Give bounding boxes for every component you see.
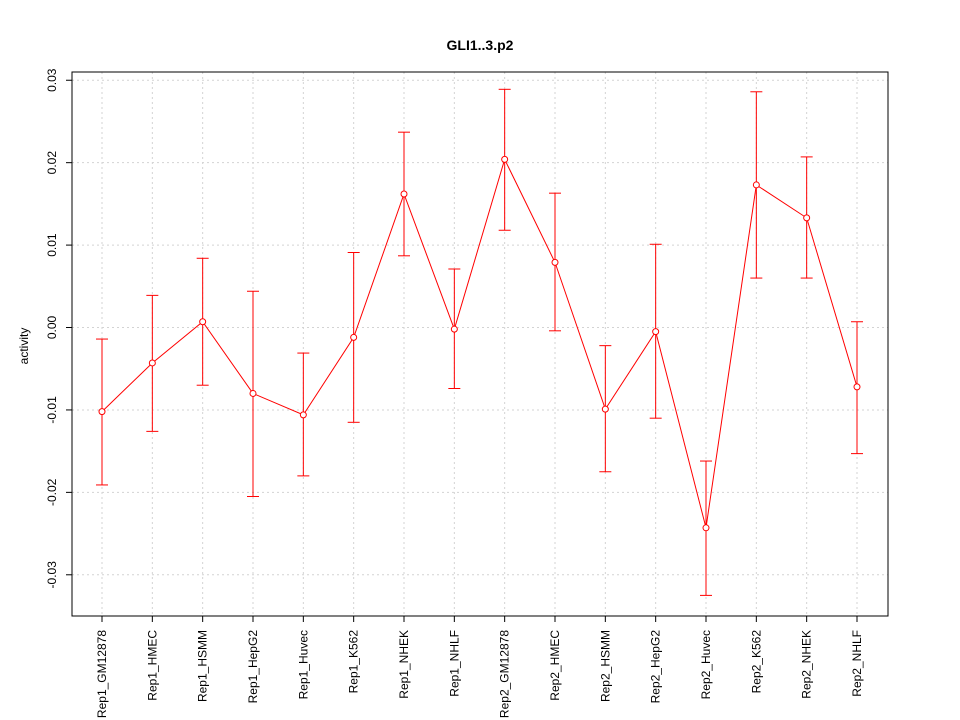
data-point xyxy=(601,405,609,413)
data-point xyxy=(148,359,156,367)
chart-title: GLI1..3.p2 xyxy=(447,37,514,53)
data-point xyxy=(652,328,660,336)
plot-area xyxy=(96,88,863,596)
y-tick-label: 0.03 xyxy=(45,68,59,92)
x-tick-label: Rep2_K562 xyxy=(749,630,763,694)
x-tick-label: Rep2_GM12878 xyxy=(498,630,512,718)
y-tick-label: 0.00 xyxy=(45,316,59,340)
x-tick-label: Rep2_NHLF xyxy=(850,630,864,697)
y-tick-label: 0.01 xyxy=(45,233,59,257)
y-axis-label: activity xyxy=(17,328,31,365)
x-tick-label: Rep1_NHLF xyxy=(447,630,461,697)
plot-frame xyxy=(71,71,889,617)
x-tick-label: Rep1_Huvec xyxy=(296,630,310,699)
data-point xyxy=(400,190,408,198)
x-tick-label: Rep1_NHEK xyxy=(397,630,411,699)
data-point xyxy=(803,214,811,222)
data-point xyxy=(450,325,458,333)
data-point xyxy=(853,383,861,391)
data-point xyxy=(702,524,710,532)
x-tick-label: Rep2_HSMM xyxy=(598,630,612,702)
y-tick-label: 0.02 xyxy=(45,151,59,175)
x-tick-label: Rep2_HepG2 xyxy=(649,630,663,704)
data-point xyxy=(752,181,760,189)
x-tick-label: Rep1_HMEC xyxy=(145,630,159,701)
y-tick-label: -0.03 xyxy=(45,561,59,589)
data-point xyxy=(551,258,559,266)
data-point xyxy=(299,411,307,419)
data-point xyxy=(350,333,358,341)
x-tick-label: Rep1_K562 xyxy=(347,630,361,694)
data-point xyxy=(249,389,257,397)
y-tick-label: -0.02 xyxy=(45,478,59,506)
x-tick-label: Rep2_HMEC xyxy=(548,630,562,701)
x-tick-label: Rep2_NHEK xyxy=(800,630,814,699)
y-axis: -0.03 -0.02 -0.01 0.00 0.01 0.02 0.03 xyxy=(45,68,72,588)
x-axis: Rep1_GM12878 Rep1_HMEC Rep1_HSMM Rep1_HepG2… xyxy=(95,616,864,718)
x-tick-label: Rep1_HSMM xyxy=(196,630,210,702)
data-point xyxy=(501,155,509,163)
data-point xyxy=(98,408,106,416)
x-tick-label: Rep1_GM12878 xyxy=(95,630,109,718)
data-point xyxy=(199,318,207,326)
series-line xyxy=(101,157,858,528)
y-tick-label: -0.01 xyxy=(45,396,59,424)
x-tick-label: Rep1_HepG2 xyxy=(246,630,260,704)
x-tick-label: Rep2_Huvec xyxy=(699,630,713,699)
